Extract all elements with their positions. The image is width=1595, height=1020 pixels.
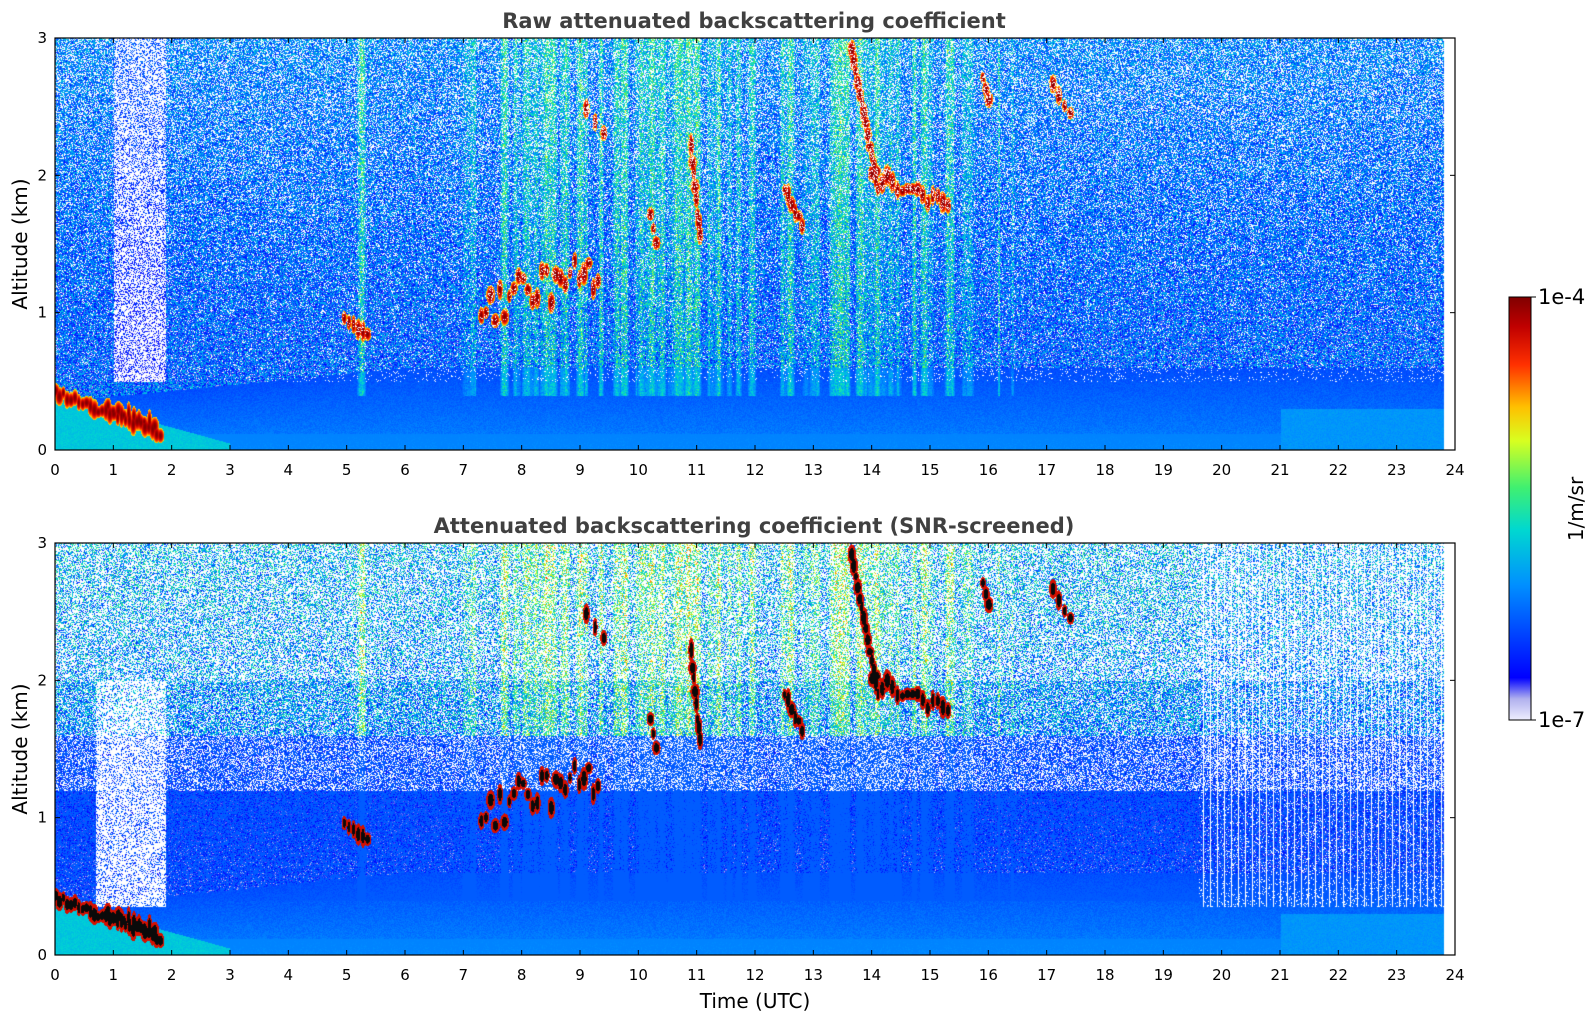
x-tick-label: 2 xyxy=(167,966,177,984)
x-tick-label: 12 xyxy=(745,461,764,479)
x-tick-label: 14 xyxy=(862,966,881,984)
x-tick-label: 5 xyxy=(342,966,352,984)
colorbar-min-label: 1e-7 xyxy=(1538,708,1585,732)
x-tick-label: 19 xyxy=(1154,461,1173,479)
screened-backscatter-panel: Attenuated backscattering coefficient (S… xyxy=(8,514,1465,1013)
x-tick-label: 15 xyxy=(920,461,939,479)
x-tick-label: 22 xyxy=(1329,461,1348,479)
x-tick-label: 2 xyxy=(167,461,177,479)
x-tick-label: 1 xyxy=(109,966,119,984)
x-tick-label: 21 xyxy=(1270,461,1289,479)
heatmap-image xyxy=(55,543,1455,955)
y-tick-label: 0 xyxy=(37,946,47,964)
y-tick-label: 2 xyxy=(37,166,47,184)
y-tick-label: 1 xyxy=(37,809,47,827)
x-tick-label: 20 xyxy=(1212,461,1231,479)
y-tick-label: 2 xyxy=(37,671,47,689)
x-tick-label: 21 xyxy=(1270,966,1289,984)
x-axis-label: Time (UTC) xyxy=(699,989,811,1013)
x-tick-label: 8 xyxy=(517,461,527,479)
x-tick-label: 17 xyxy=(1037,966,1056,984)
colorbar-gradient xyxy=(1508,296,1532,721)
x-tick-label: 24 xyxy=(1445,461,1464,479)
heatmap-image xyxy=(55,38,1455,450)
x-tick-label: 4 xyxy=(284,461,294,479)
x-tick-label: 0 xyxy=(50,966,60,984)
x-tick-label: 12 xyxy=(745,966,764,984)
x-tick-label: 7 xyxy=(459,966,469,984)
x-tick-label: 1 xyxy=(109,461,119,479)
y-axis-label: Altitude (km) xyxy=(8,178,32,309)
y-tick-label: 3 xyxy=(37,29,47,47)
y-axis: 0 1 2 3 xyxy=(37,534,1455,964)
x-tick-label: 23 xyxy=(1387,461,1406,479)
colorbar-max-label: 1e-4 xyxy=(1538,285,1585,309)
y-tick-label: 0 xyxy=(37,441,47,459)
x-tick-label: 9 xyxy=(575,461,585,479)
x-tick-label: 17 xyxy=(1037,461,1056,479)
raw-backscatter-panel: Raw attenuated backscattering coefficien… xyxy=(8,9,1465,479)
x-tick-label: 0 xyxy=(50,461,60,479)
panel-title: Raw attenuated backscattering coefficien… xyxy=(502,9,1006,33)
heatmap-area xyxy=(55,543,1455,955)
x-tick-label: 22 xyxy=(1329,966,1348,984)
x-tick-label: 6 xyxy=(400,461,410,479)
x-tick-label: 16 xyxy=(979,461,998,479)
x-tick-label: 24 xyxy=(1445,966,1464,984)
x-tick-label: 20 xyxy=(1212,966,1231,984)
x-tick-label: 19 xyxy=(1154,966,1173,984)
x-tick-label: 13 xyxy=(804,461,823,479)
x-tick-label: 10 xyxy=(629,461,648,479)
x-tick-label: 13 xyxy=(804,966,823,984)
x-tick-label: 6 xyxy=(400,966,410,984)
y-axis: 0 1 2 3 xyxy=(37,29,1455,459)
x-axis: 0 1 2 3 4 5 6 7 8 9 10 11 12 13 14 15 16 17 18 19 20 21 22 23 24 xyxy=(50,38,1465,479)
x-tick-label: 14 xyxy=(862,461,881,479)
x-tick-label: 7 xyxy=(459,461,469,479)
x-tick-label: 15 xyxy=(920,966,939,984)
x-tick-label: 9 xyxy=(575,966,585,984)
x-tick-label: 4 xyxy=(284,966,294,984)
panel-title: Attenuated backscattering coefficient (S… xyxy=(434,514,1075,538)
x-tick-label: 5 xyxy=(342,461,352,479)
y-tick-label: 3 xyxy=(37,534,47,552)
colorbar-label: 1/m/sr xyxy=(1564,476,1588,541)
x-tick-label: 18 xyxy=(1095,461,1114,479)
y-tick-label: 1 xyxy=(37,304,47,322)
x-tick-label: 3 xyxy=(225,461,235,479)
x-tick-label: 3 xyxy=(225,966,235,984)
x-tick-label: 18 xyxy=(1095,966,1114,984)
x-axis: 0 1 2 3 4 5 6 7 8 9 10 11 12 13 14 15 16 17 18 19 20 21 22 23 24 xyxy=(50,543,1465,984)
x-tick-label: 10 xyxy=(629,966,648,984)
x-tick-label: 16 xyxy=(979,966,998,984)
x-tick-label: 11 xyxy=(687,461,706,479)
y-axis-label: Altitude (km) xyxy=(8,683,32,814)
colorbar: 1e-4 1e-7 1/m/sr xyxy=(1508,285,1588,732)
x-tick-label: 23 xyxy=(1387,966,1406,984)
x-tick-label: 8 xyxy=(517,966,527,984)
heatmap-area xyxy=(55,38,1455,450)
x-tick-label: 11 xyxy=(687,966,706,984)
